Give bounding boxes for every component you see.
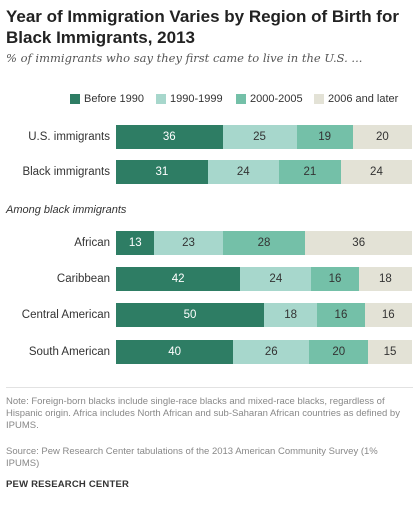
- bar-segment: 24: [207, 160, 279, 184]
- group-label: Among black immigrants: [6, 204, 127, 216]
- chart-subtitle: % of immigrants who say they first came …: [6, 51, 363, 65]
- legend-label: 1990-1999: [170, 93, 223, 105]
- bar-segment: 16: [311, 267, 359, 291]
- legend-item-2: 2000-2005: [236, 93, 303, 105]
- credit-logo-text: PEW RESEARCH CENTER: [6, 479, 130, 490]
- bar-segment: 36: [305, 231, 412, 255]
- source-note: Source: Pew Research Center tabulations …: [6, 446, 378, 469]
- bar-segment: 31: [116, 160, 208, 184]
- bar-segment: 18: [264, 303, 318, 327]
- bar-row: 31 24 21 24: [116, 160, 412, 184]
- bar-row: 50 18 16 16: [116, 303, 412, 327]
- bar-segment: 24: [340, 160, 412, 184]
- bar-segment: 24: [240, 267, 312, 291]
- bar-row: 42 24 16 18: [116, 267, 412, 291]
- category-label: Black immigrants: [22, 166, 110, 178]
- footer-divider: [6, 387, 413, 388]
- bar-segment: 40: [116, 340, 234, 364]
- category-label: Caribbean: [56, 273, 110, 285]
- bar-segment: 16: [364, 303, 412, 327]
- bar-segment: 25: [222, 125, 297, 149]
- legend-swatch: [236, 94, 246, 104]
- bar-segment: 20: [309, 340, 369, 364]
- legend-swatch: [314, 94, 324, 104]
- bar-row: 13 23 28 36: [116, 231, 412, 255]
- bar-segment: 15: [368, 340, 412, 364]
- category-label: South American: [28, 346, 110, 358]
- bar-segment: 13: [116, 231, 155, 255]
- legend-swatch: [70, 94, 80, 104]
- bar-segment: 50: [116, 303, 264, 327]
- legend-item-3: 2006 and later: [314, 93, 398, 105]
- bar-segment: 16: [317, 303, 365, 327]
- bar-row: 36 25 19 20: [116, 125, 412, 149]
- legend: Before 1990 1990-1999 2000-2005 2006 and la…: [0, 93, 419, 107]
- legend-label: Before 1990: [84, 93, 144, 105]
- bar-segment: 23: [154, 231, 223, 255]
- footnote: Note: Foreign-born blacks include single…: [6, 396, 400, 431]
- bar-segment: 21: [278, 160, 341, 184]
- bar-segment: 18: [358, 267, 412, 291]
- category-label: U.S. immigrants: [28, 131, 110, 143]
- bar-segment: 42: [116, 267, 241, 291]
- legend-swatch: [156, 94, 166, 104]
- legend-item-0: Before 1990: [70, 93, 144, 105]
- chart-title: Year of Immigration Varies by Region of …: [6, 7, 399, 47]
- bar-segment: 19: [296, 125, 353, 149]
- bar-segment: 26: [233, 340, 310, 364]
- category-label: Central American: [21, 309, 110, 321]
- legend-label: 2006 and later: [328, 93, 399, 105]
- legend-item-1: 1990-1999: [156, 93, 223, 105]
- bar-segment: 20: [352, 125, 412, 149]
- bar-row: 40 26 20 15: [116, 340, 412, 364]
- legend-label: 2000-2005: [250, 93, 303, 105]
- bar-segment: 28: [222, 231, 306, 255]
- bar-segment: 36: [116, 125, 223, 149]
- category-label: African: [74, 237, 110, 249]
